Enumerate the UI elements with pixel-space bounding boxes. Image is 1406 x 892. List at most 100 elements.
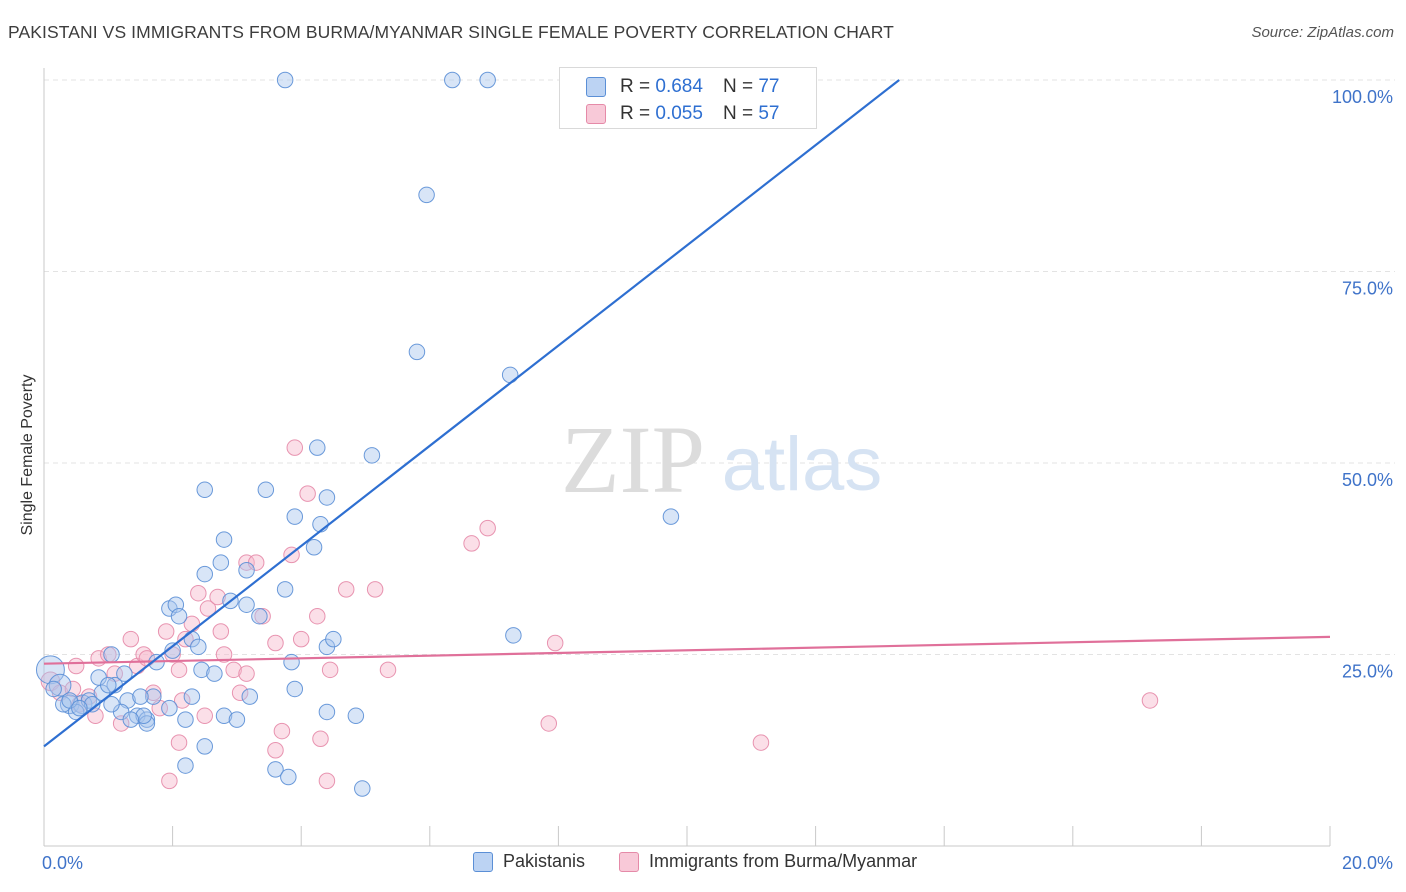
data-point-burma: [122, 630, 140, 648]
data-point-pakistanis: [267, 761, 284, 778]
data-point-burma: [173, 692, 191, 709]
data-point-pakistanis: [408, 343, 426, 361]
data-point-burma: [267, 634, 284, 652]
trend-line-burma: [43, 635, 1331, 665]
data-point-burma: [190, 584, 207, 602]
burma-swatch: [619, 851, 640, 872]
data-point-pakistanis: [363, 447, 381, 464]
data-point-burma: [67, 657, 85, 675]
data-point-pakistanis: [122, 711, 140, 728]
data-point-pakistanis: [318, 703, 336, 721]
data-point-burma: [177, 630, 194, 648]
data-point-burma: [752, 734, 770, 751]
data-point-burma: [1141, 692, 1159, 709]
y-tick-label: 75.0%: [1342, 279, 1393, 299]
trend-lines: [43, 79, 1331, 748]
data-point-pakistanis: [325, 630, 342, 648]
legend-label: Immigrants from Burma/Myanmar: [649, 851, 918, 871]
data-point-burma: [112, 715, 130, 732]
data-point-pakistanis: [283, 653, 300, 671]
data-point-pakistanis: [103, 646, 120, 663]
data-point-burma: [145, 684, 162, 702]
data-point-burma: [157, 623, 175, 640]
data-point-burma: [286, 439, 304, 456]
y-tick-label: 25.0%: [1342, 662, 1393, 682]
data-point-pakistanis: [116, 665, 133, 682]
data-point-pakistanis: [318, 489, 336, 506]
data-point-burma: [209, 588, 226, 606]
data-point-pakistanis: [45, 680, 62, 698]
data-point-burma: [337, 581, 355, 598]
legend-item-pakistanis[interactable]: Pakistanis: [473, 851, 585, 872]
data-point-pakistanis: [100, 676, 117, 694]
n-label: N =: [722, 76, 754, 97]
data-point-burma: [212, 623, 230, 640]
legend: Pakistanis Immigrants from Burma/Myanmar: [473, 851, 951, 872]
data-point-burma: [273, 722, 291, 740]
data-point-burma: [238, 665, 255, 682]
data-point-pakistanis: [309, 439, 326, 456]
n-value: 57: [758, 103, 780, 124]
data-point-burma: [170, 661, 188, 679]
data-point-burma: [196, 707, 213, 725]
pakistanis-swatch: [473, 851, 493, 872]
data-point-burma: [225, 661, 242, 679]
data-point-pakistanis: [215, 531, 233, 548]
watermark-zip: ZIP: [561, 406, 705, 513]
data-point-pakistanis: [251, 607, 268, 625]
stats-row-burma: R = 0.055 N = 57: [586, 103, 779, 125]
legend-label: Pakistanis: [503, 851, 586, 871]
x-tick-label: 0.0%: [42, 853, 83, 873]
burma-swatch: [586, 104, 606, 124]
data-point-pakistanis: [190, 638, 207, 656]
data-point-pakistanis: [276, 581, 294, 598]
data-point-pakistanis: [145, 688, 162, 705]
data-point-pakistanis: [501, 366, 519, 384]
data-point-pakistanis: [354, 780, 371, 797]
data-point-pakistanis: [257, 481, 275, 499]
data-point-pakistanis: [177, 711, 194, 728]
data-point-pakistanis: [196, 481, 213, 499]
n-label: N =: [722, 103, 754, 124]
data-point-burma: [318, 772, 336, 790]
x-tick-label: 20.0%: [1342, 853, 1393, 873]
data-point-pakistanis: [135, 707, 152, 725]
data-point-burma: [199, 600, 217, 617]
watermark-atlas: atlas: [722, 422, 883, 507]
data-point-pakistanis: [444, 71, 461, 89]
r-value: 0.055: [655, 103, 703, 124]
data-point-pakistanis: [418, 186, 435, 204]
data-point-burma: [292, 630, 310, 648]
data-point-pakistanis: [177, 757, 194, 774]
data-point-pakistanis: [305, 539, 323, 556]
data-point-burma: [379, 661, 397, 679]
data-point-pakistanis: [164, 642, 181, 659]
data-point-pakistanis: [206, 665, 223, 682]
gridlines: [44, 79, 1395, 655]
data-point-burma: [267, 742, 284, 759]
data-point-pakistanis: [71, 699, 88, 717]
r-label: R =: [620, 103, 651, 124]
stats-row-pakistanis: R = 0.684 N = 77: [586, 76, 779, 98]
y-tick-label: 100.0%: [1332, 87, 1393, 107]
r-label: R =: [620, 76, 651, 97]
data-point-burma: [231, 684, 249, 702]
data-point-pakistanis: [132, 688, 149, 705]
data-point-burma: [546, 634, 564, 652]
data-point-burma: [321, 661, 339, 679]
data-point-pakistanis: [196, 738, 213, 755]
pakistanis-swatch: [586, 77, 606, 97]
data-point-pakistanis: [238, 596, 255, 613]
n-value: 77: [758, 76, 780, 97]
data-point-pakistanis: [183, 688, 201, 705]
data-point-burma: [312, 730, 329, 748]
axes: [43, 68, 1331, 847]
data-point-burma: [463, 535, 480, 552]
r-value: 0.684: [655, 76, 703, 97]
x-tick-labels: 0.0% 20.0%: [42, 853, 1393, 873]
data-point-pakistanis: [347, 707, 365, 725]
y-tick-label: 50.0%: [1342, 470, 1393, 490]
legend-item-burma[interactable]: Immigrants from Burma/Myanmar: [619, 851, 917, 872]
data-point-pakistanis: [228, 711, 246, 728]
data-point-burma: [366, 581, 384, 598]
